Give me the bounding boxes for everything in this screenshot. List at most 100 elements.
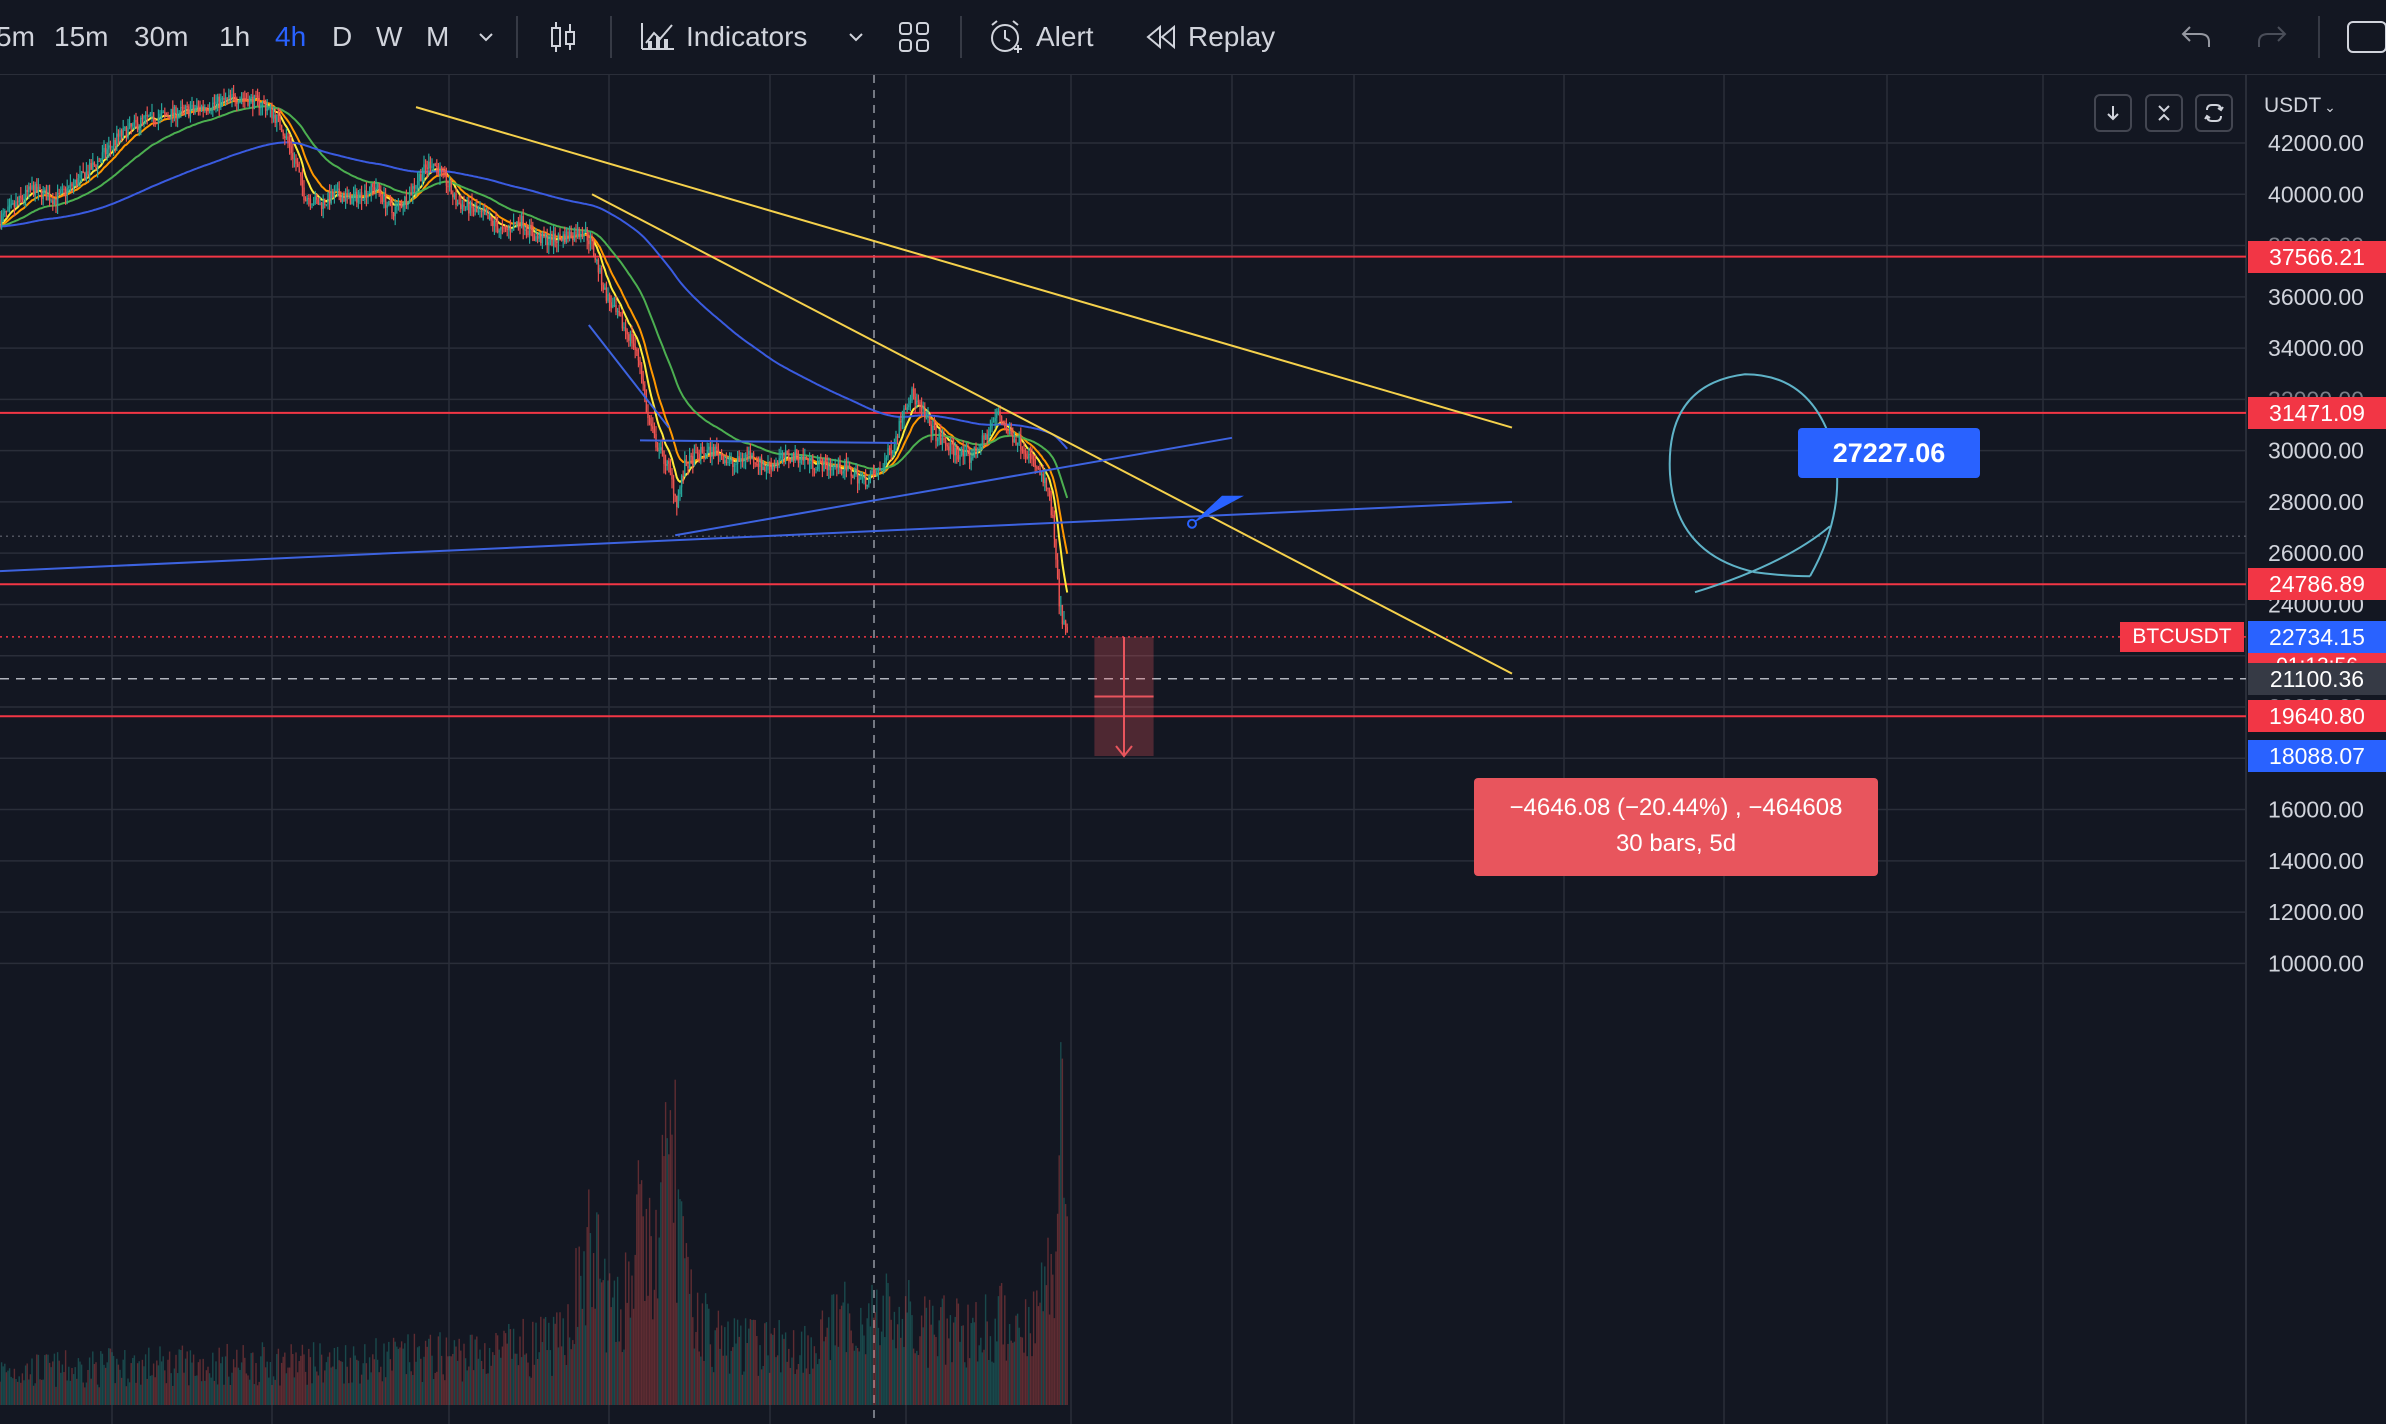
- volume-bar: [205, 1370, 208, 1405]
- volume-bar: [586, 1227, 588, 1405]
- candle-body: [429, 161, 432, 169]
- reset-chart-icon[interactable]: [2195, 94, 2233, 132]
- trendlines[interactable]: [0, 106, 1513, 675]
- layout-grid-icon[interactable]: [898, 0, 930, 74]
- volume-bar: [79, 1361, 81, 1405]
- candles-chart-type-icon[interactable]: [548, 0, 578, 74]
- volume-bar: [396, 1346, 398, 1405]
- volume-bar: [698, 1351, 700, 1405]
- collapse-arrows-icon[interactable]: [2145, 94, 2183, 132]
- indicators-button[interactable]: Indicators: [640, 0, 807, 74]
- currency-selector[interactable]: USDT ⌄: [2264, 94, 2336, 117]
- interval-m[interactable]: M: [426, 21, 450, 52]
- volume-bar: [708, 1308, 710, 1405]
- candle-body: [472, 208, 475, 212]
- volume-bar: [666, 1138, 668, 1405]
- volume-bar: [527, 1362, 529, 1405]
- volume-bar: [932, 1305, 934, 1405]
- volume-bar: [575, 1248, 577, 1405]
- candle-body: [239, 99, 241, 103]
- volume-bar: [119, 1369, 121, 1405]
- candle-body: [79, 174, 81, 179]
- candle-body: [800, 456, 803, 460]
- candle-body: [509, 227, 512, 232]
- candle-body: [48, 194, 51, 201]
- candle-body: [173, 106, 176, 116]
- candle-body: [365, 190, 368, 198]
- volume-bar: [428, 1338, 430, 1405]
- volume-bar: [111, 1352, 113, 1405]
- volume-bar: [4, 1363, 6, 1405]
- price-callout[interactable]: 27227.06: [1798, 427, 1980, 478]
- redo-icon[interactable]: [2256, 0, 2288, 74]
- candle-body: [159, 113, 161, 118]
- candle-body: [344, 193, 347, 202]
- interval-30m[interactable]: 30m: [134, 21, 189, 52]
- replay-button[interactable]: Replay: [1144, 0, 1275, 74]
- interval-1h[interactable]: 1h: [219, 21, 251, 52]
- annotations[interactable]: [1094, 373, 1839, 758]
- candle-body: [591, 237, 593, 242]
- candle-body: [122, 127, 124, 136]
- volume-bar: [658, 1237, 660, 1405]
- candle-body: [914, 396, 916, 405]
- price-tick-label: 14000.00: [2268, 848, 2364, 874]
- volume-bar: [98, 1387, 100, 1405]
- scroll-down-arrow-icon[interactable]: [2094, 94, 2132, 132]
- volume-bar: [757, 1375, 760, 1405]
- candle-body: [967, 450, 969, 453]
- candle-body: [223, 97, 225, 101]
- candle-body: [1008, 430, 1011, 434]
- candle-body: [50, 200, 52, 202]
- volume-bar: [228, 1376, 230, 1405]
- undo-icon[interactable]: [2180, 0, 2212, 74]
- candle-body: [447, 185, 449, 188]
- indicators-dropdown-chevron-icon[interactable]: [846, 0, 866, 74]
- volume-bar: [684, 1258, 686, 1405]
- candle-body: [911, 388, 913, 401]
- volume-bar: [165, 1383, 168, 1405]
- interval-dropdown-chevron-icon[interactable]: [476, 0, 496, 74]
- volume-bar: [786, 1361, 788, 1405]
- volume-bar: [381, 1381, 384, 1405]
- volume-bar: [408, 1362, 411, 1405]
- volume-bar: [103, 1364, 105, 1405]
- volume-bar: [271, 1385, 273, 1405]
- candle-body: [248, 97, 251, 106]
- candle-body: [16, 201, 19, 203]
- interval-4h[interactable]: 4h: [275, 21, 307, 52]
- candle-body: [1028, 453, 1030, 459]
- candle-body: [760, 458, 763, 471]
- candle-body: [733, 464, 736, 467]
- volume-bar: [343, 1383, 345, 1405]
- fullscreen-icon[interactable]: [2346, 0, 2386, 74]
- candle-body: [648, 417, 651, 424]
- candle-body: [264, 102, 267, 111]
- volume-bar: [500, 1357, 502, 1405]
- volume-bar: [967, 1304, 969, 1405]
- volume-bar: [704, 1293, 707, 1405]
- candle-body: [274, 114, 276, 123]
- candle-body: [578, 228, 580, 236]
- volume-bar: [703, 1360, 705, 1405]
- price-chart[interactable]: 10000.0012000.0014000.0016000.0018000.00…: [0, 75, 2386, 1424]
- alert-button[interactable]: Alert: [988, 0, 1094, 74]
- interval-d[interactable]: D: [332, 21, 353, 52]
- volume-bar: [682, 1216, 684, 1405]
- candle-body: [837, 461, 840, 469]
- candle-body: [972, 457, 974, 459]
- candle-body: [450, 182, 452, 195]
- volume-bar: [316, 1371, 318, 1405]
- volume-bar: [55, 1386, 57, 1405]
- volume-bar: [418, 1346, 420, 1405]
- candle-body: [778, 458, 780, 464]
- volume-bar: [442, 1374, 444, 1405]
- volume-bar: [112, 1355, 115, 1405]
- candle-body: [178, 112, 180, 117]
- interval-15m[interactable]: 15m: [54, 21, 109, 52]
- candle-body: [522, 216, 524, 230]
- interval-w[interactable]: W: [376, 21, 403, 52]
- volume-bar: [828, 1317, 830, 1405]
- candle-body: [864, 476, 867, 487]
- interval-5m[interactable]: 5m: [0, 21, 35, 52]
